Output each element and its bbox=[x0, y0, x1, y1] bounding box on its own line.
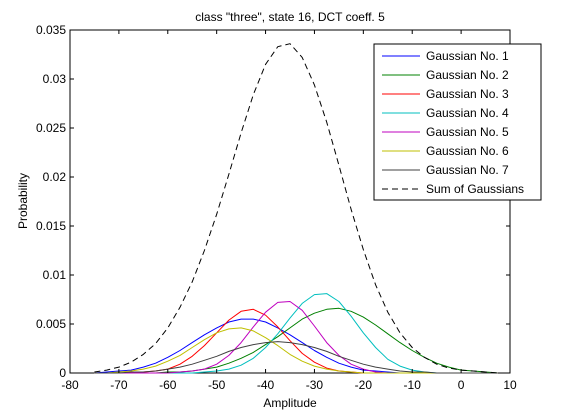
y-tick-label: 0 bbox=[59, 366, 66, 380]
legend-label-1: Gaussian No. 1 bbox=[426, 49, 509, 63]
legend-label-7: Gaussian No. 7 bbox=[426, 163, 509, 177]
series-line-7 bbox=[94, 341, 498, 374]
x-tick-label: -10 bbox=[404, 378, 422, 392]
legend-label-3: Gaussian No. 3 bbox=[426, 87, 509, 101]
y-tick-label: 0.015 bbox=[36, 219, 66, 233]
x-tick-label: 0 bbox=[458, 378, 465, 392]
x-axis-label: Amplitude bbox=[263, 396, 317, 410]
y-tick-label: 0.03 bbox=[43, 72, 67, 86]
x-tick-label: 10 bbox=[503, 378, 517, 392]
legend-label-6: Gaussian No. 6 bbox=[426, 144, 509, 158]
series-line-8 bbox=[94, 43, 498, 374]
y-tick-label: 0.01 bbox=[43, 268, 67, 282]
x-tick-label: -40 bbox=[257, 378, 275, 392]
y-axis-ticks: 0 0.005 0.01 0.015 0.02 0.025 0.03 0.035 bbox=[36, 23, 510, 380]
y-tick-label: 0.02 bbox=[43, 170, 67, 184]
legend-entries: Gaussian No. 1 Gaussian No. 2 Gaussian No.… bbox=[382, 49, 524, 196]
x-tick-label: -70 bbox=[110, 378, 128, 392]
x-tick-label: -20 bbox=[355, 378, 373, 392]
x-tick-label: -60 bbox=[159, 378, 177, 392]
y-axis-label: Probability bbox=[16, 173, 30, 229]
series-layer bbox=[94, 43, 498, 374]
legend-label-2: Gaussian No. 2 bbox=[426, 68, 509, 82]
chart-title: class "three", state 16, DCT coeff. 5 bbox=[195, 10, 385, 24]
legend-label-8: Sum of Gaussians bbox=[426, 182, 524, 196]
y-tick-label: 0.005 bbox=[36, 317, 66, 331]
y-tick-label: 0.035 bbox=[36, 23, 66, 37]
y-tick-label: 0.025 bbox=[36, 121, 66, 135]
x-tick-label: -80 bbox=[61, 378, 79, 392]
legend-label-4: Gaussian No. 4 bbox=[426, 106, 509, 120]
legend-box bbox=[373, 43, 542, 201]
x-tick-label: -50 bbox=[208, 378, 226, 392]
x-axis-ticks: -80 -70 -60 -50 -40 -30 -20 -10 0 10 bbox=[61, 30, 517, 392]
x-tick-label: -30 bbox=[306, 378, 324, 392]
legend-label-5: Gaussian No. 5 bbox=[426, 125, 509, 139]
legend: Gaussian No. 1 Gaussian No. 2 Gaussian No.… bbox=[373, 43, 542, 201]
